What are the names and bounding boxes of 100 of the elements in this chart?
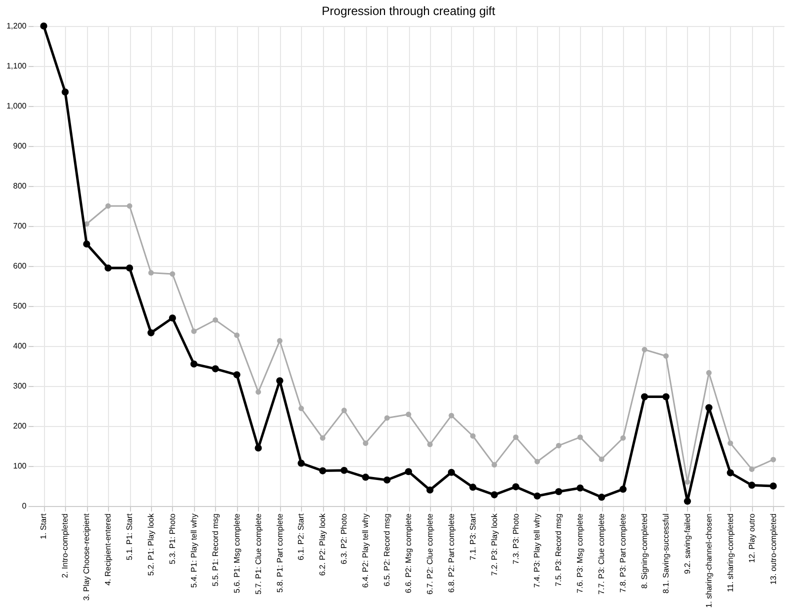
y-tick-label: 1,100 [6,62,28,70]
point [726,469,734,476]
point [534,492,541,500]
x-tick-label: 6.8. P2: Part complete [446,512,456,593]
point [212,365,219,372]
point [362,440,368,446]
point [770,456,776,462]
x-tick-label: 6.7. P2: Clue complete [425,512,434,594]
x-tick-label: 5.5. P1: Record msg [210,514,220,586]
y-tick-label: 500 [13,302,28,310]
point [770,482,777,490]
point [448,412,454,418]
point [105,203,111,209]
chart-title: Progression through creating gift [322,4,496,18]
x-tick-label: 5.2. P1: Play look [146,512,156,576]
x-tick-label: 5.4. P1: Play tell why [189,514,198,588]
point [748,482,756,489]
point [706,370,712,376]
point [319,467,326,474]
x-tick-label: 7.8. P3: Part complete [618,512,628,593]
x-tick-label: 6.6. P2: Msg complete [404,512,413,594]
x-tick-label: 5.3. P1: Photo [168,512,177,564]
point [170,271,176,277]
point [469,484,476,491]
point [147,329,155,336]
point [104,264,112,272]
x-tick-label: 3. Play Choose-recipient [82,512,92,601]
y-tick-label: 300 [13,382,28,390]
y-tick-label: 1,000 [6,102,28,110]
y-tick-label: 600 [13,262,28,270]
point [83,240,90,248]
point [556,442,562,448]
point [448,468,455,476]
point [512,483,520,490]
point [277,338,282,344]
point [642,346,648,352]
point [576,484,584,492]
point [233,371,240,378]
point [320,435,326,441]
x-tick-label: 2. Intro-completed [60,514,70,578]
point [426,486,434,494]
point [620,486,627,493]
point [341,408,347,414]
point [190,360,198,368]
x-tick-label: 1. Start [39,512,48,540]
point [148,270,154,276]
x-tick-label: 8. Signing-completed [640,514,650,589]
point [427,442,433,448]
point [340,466,348,474]
point [470,433,476,439]
point [490,491,498,498]
point [384,415,390,421]
point [191,328,197,334]
point [640,393,648,400]
point [256,389,262,395]
x-tick-label: 7.6. P3: Msg complete [576,512,585,594]
point [577,434,583,440]
point [168,314,176,322]
x-tick-label: 7.2. P3: Play look [490,512,499,576]
point [126,203,132,209]
y-tick-label: 700 [13,222,28,230]
x-tick-label: 6.4. P2: Play tell why [361,514,370,588]
point [212,317,218,323]
point [598,494,606,501]
point [492,462,498,468]
point [728,440,734,446]
point [126,264,134,272]
point [62,88,69,96]
point [705,404,712,412]
x-tick-label: 4. Recipient-entered [104,514,113,586]
point [254,444,262,452]
point [298,406,304,412]
point [513,434,519,440]
point [384,476,391,484]
point [362,474,370,481]
point [684,498,691,505]
x-tick-label: 8.1. Saving-successful [661,513,670,594]
x-tick-label: 6.3. P2: Photo [340,512,349,564]
y-tick-label: 400 [13,342,28,350]
x-tick-label: 11. sharing-completed [726,514,735,592]
x-tick-label: 7.1. P3: Start [468,512,478,560]
x-tick-label: 7.4. P3: Play tell why [532,514,542,588]
point [234,332,240,338]
x-tick-label: 5.7. P1: Clue complete [254,512,263,594]
point [555,488,562,496]
point [298,460,305,467]
x-tick-label: 7.7. P3: Clue complete [597,512,606,594]
y-tick-label: 100 [13,462,28,470]
point [663,353,669,359]
y-tick-label: 1,200 [6,22,28,30]
point [749,466,755,472]
y-tick-label: 0 [22,502,28,510]
x-tick-label: 6.1. P2: Start [296,512,306,560]
point [276,377,284,384]
point [662,393,670,400]
point [684,479,690,485]
x-tick-label: 12. Play outro [747,512,756,563]
x-tick-label: 7.5. P3: Record msg [554,514,564,586]
x-tick-label: 5.8. P1: Part complete [275,512,284,593]
y-tick-label: 200 [13,422,28,430]
